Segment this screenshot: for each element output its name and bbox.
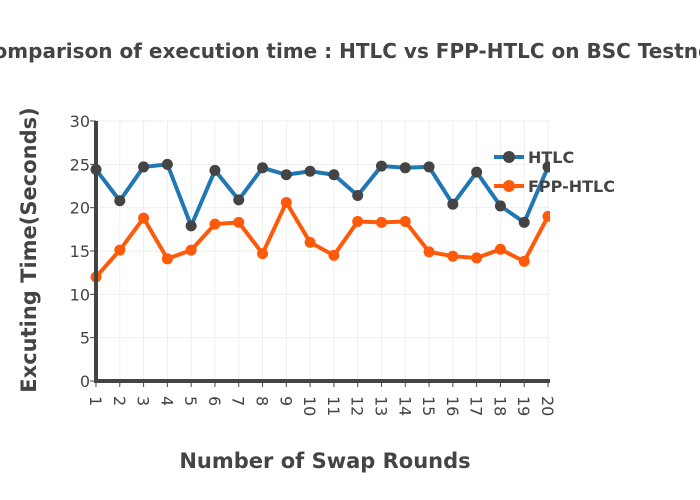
x-tick-label: 12	[348, 396, 367, 416]
series-layer	[90, 158, 554, 283]
y-tick-label: 30	[70, 112, 90, 131]
x-tick-label: 13	[371, 396, 390, 416]
data-point-fpp-htlc[interactable]	[471, 252, 483, 264]
data-point-htlc[interactable]	[185, 220, 197, 232]
x-tick-label: 10	[300, 396, 319, 416]
data-point-htlc[interactable]	[423, 161, 435, 173]
x-tick-label: 3	[134, 396, 153, 406]
x-tick-label: 20	[538, 396, 557, 416]
data-point-fpp-htlc[interactable]	[209, 218, 221, 230]
data-point-htlc[interactable]	[209, 164, 221, 176]
y-tick-label: 15	[70, 242, 90, 261]
y-axis-ticks: 0 5 10 15 20 25 30	[70, 112, 96, 391]
data-point-fpp-htlc[interactable]	[257, 248, 269, 260]
data-point-fpp-htlc[interactable]	[494, 243, 506, 255]
data-point-htlc[interactable]	[447, 198, 459, 210]
data-point-fpp-htlc[interactable]	[304, 236, 316, 248]
data-point-fpp-htlc[interactable]	[447, 250, 459, 262]
data-point-fpp-htlc[interactable]	[518, 255, 530, 267]
data-point-fpp-htlc[interactable]	[542, 210, 554, 222]
data-point-htlc[interactable]	[257, 162, 269, 174]
x-tick-label: 19	[514, 396, 533, 416]
legend-label-fpp-htlc: FPP-HTLC	[528, 177, 615, 196]
y-tick-label: 10	[70, 285, 90, 304]
y-tick-label: 5	[80, 329, 90, 348]
x-tick-label: 2	[110, 396, 129, 406]
x-tick-label: 8	[253, 396, 272, 406]
data-point-htlc[interactable]	[399, 162, 411, 174]
x-tick-label: 4	[157, 396, 176, 406]
legend[interactable]: HTLC FPP-HTLC	[494, 148, 615, 196]
data-point-htlc[interactable]	[280, 169, 292, 181]
x-axis-title: Number of Swap Rounds	[179, 449, 470, 473]
data-point-fpp-htlc[interactable]	[138, 212, 150, 224]
data-point-fpp-htlc[interactable]	[280, 196, 292, 208]
chart-title: Comparison of execution time : HTLC vs F…	[0, 39, 700, 63]
data-point-fpp-htlc[interactable]	[233, 216, 245, 228]
x-tick-label: 1	[86, 396, 105, 406]
data-point-fpp-htlc[interactable]	[328, 249, 340, 261]
data-point-htlc[interactable]	[233, 194, 245, 206]
x-tick-label: 6	[205, 396, 224, 406]
x-tick-label: 15	[419, 396, 438, 416]
data-point-fpp-htlc[interactable]	[423, 246, 435, 258]
x-tick-label: 11	[324, 396, 343, 416]
data-point-htlc[interactable]	[518, 216, 530, 228]
legend-item-fpp-htlc[interactable]: FPP-HTLC	[494, 177, 615, 196]
x-tick-label: 18	[490, 396, 509, 416]
series-line-htlc	[94, 162, 550, 228]
data-point-htlc[interactable]	[542, 161, 554, 173]
y-tick-label: 20	[70, 199, 90, 218]
x-tick-label: 17	[467, 396, 486, 416]
y-axis-title: Excuting Time(Seconds)	[17, 107, 41, 392]
series-line-fpp-htlc	[94, 200, 550, 279]
y-tick-label: 0	[80, 372, 90, 391]
data-point-htlc[interactable]	[352, 190, 364, 202]
data-point-fpp-htlc[interactable]	[185, 244, 197, 256]
data-point-htlc[interactable]	[304, 165, 316, 177]
data-point-htlc[interactable]	[471, 166, 483, 178]
x-axis-ticks: 1 2 3 4 5 6 7 8 9 10 11 12 13 14 15 16 17 18 19 20	[86, 381, 557, 416]
x-tick-label: 7	[229, 396, 248, 406]
data-point-fpp-htlc[interactable]	[161, 253, 173, 265]
legend-label-htlc: HTLC	[528, 148, 574, 167]
data-point-htlc[interactable]	[375, 160, 387, 172]
x-tick-label: 16	[443, 396, 462, 416]
data-point-htlc[interactable]	[138, 161, 150, 173]
x-tick-label: 5	[181, 396, 200, 406]
data-point-htlc[interactable]	[114, 195, 126, 207]
data-point-htlc[interactable]	[328, 169, 340, 181]
legend-item-htlc[interactable]: HTLC	[494, 148, 574, 167]
data-point-htlc[interactable]	[161, 158, 173, 170]
data-point-fpp-htlc[interactable]	[352, 216, 364, 228]
y-tick-label: 25	[70, 155, 90, 174]
data-point-htlc[interactable]	[494, 200, 506, 212]
data-point-fpp-htlc[interactable]	[399, 216, 411, 228]
x-tick-label: 14	[395, 396, 414, 416]
x-tick-label: 9	[276, 396, 295, 406]
data-point-fpp-htlc[interactable]	[375, 216, 387, 228]
data-point-fpp-htlc[interactable]	[114, 244, 126, 256]
